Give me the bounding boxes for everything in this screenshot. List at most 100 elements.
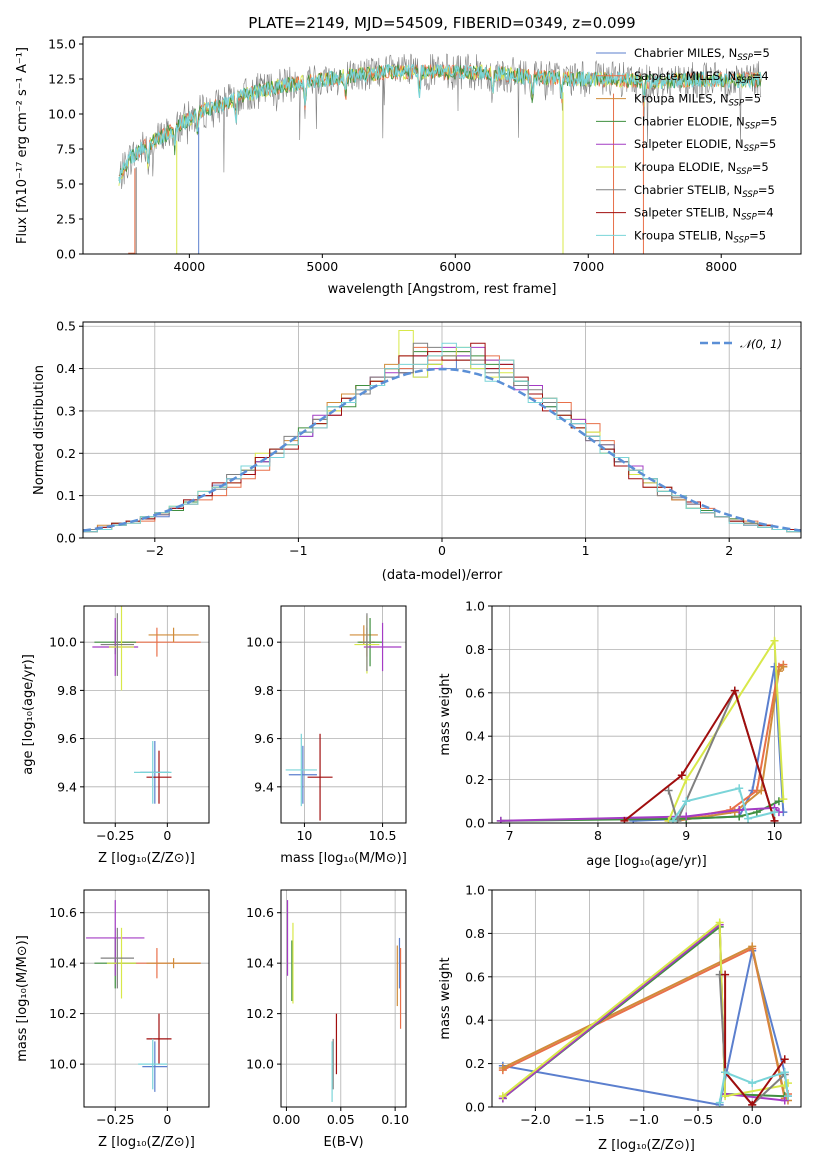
x-axis-label: (data-model)/error bbox=[382, 568, 503, 583]
mass-weight-line bbox=[667, 637, 785, 822]
mass-weight-line bbox=[502, 920, 789, 1098]
axes-frame bbox=[491, 605, 802, 824]
x-tick-label: 7 bbox=[506, 828, 514, 843]
x-tick-label: −1 bbox=[289, 543, 307, 558]
x-tick-label: 0.05 bbox=[327, 1112, 355, 1127]
y-tick-label: 12.5 bbox=[48, 72, 76, 87]
x-tick-label: 1 bbox=[582, 543, 590, 558]
legend-subscript: SSP bbox=[742, 190, 758, 200]
y-tick-label: 0.2 bbox=[56, 446, 76, 461]
legend-label: Chabrier STELIB, N bbox=[634, 183, 742, 197]
legend-suffix: =5 bbox=[759, 137, 776, 151]
axes-frame bbox=[82, 36, 802, 255]
axes-frame bbox=[280, 605, 407, 824]
axes-5: 7 8 9 10 0.0 0.2 0.4 0.6 0.8 1.0 bbox=[465, 599, 801, 843]
y-tick-label: 10.2 bbox=[246, 1006, 274, 1021]
axes-frame bbox=[280, 889, 407, 1108]
x-tick-label: −0.25 bbox=[96, 828, 134, 843]
legend-suffix: =5 bbox=[749, 228, 766, 242]
legend-label: Chabrier ELODIE, N bbox=[634, 114, 745, 128]
errorbar-plot bbox=[285, 613, 402, 821]
mass-weight-marker bbox=[721, 1092, 730, 1101]
y-tick-label: 15.0 bbox=[48, 37, 76, 52]
x-tick-label: −2 bbox=[146, 543, 164, 558]
mass-weight-marker bbox=[730, 808, 739, 817]
mass-weight-marker bbox=[770, 808, 779, 817]
x-tick-label: 7000 bbox=[572, 259, 604, 274]
panel-8: −2.0 −1.5 −1.0 −0.5 0.0 0.0 0.2 0.4 0.6 0.8 1.0 Z [… bbox=[438, 883, 802, 1153]
x-axis-label: Z [log₁₀(Z/Z⊙)] bbox=[598, 1138, 695, 1153]
axes-6: −0.25 0 10.0 10.2 10.4 10.6 bbox=[49, 890, 209, 1127]
chart-title: PLATE=2149, MJD=54509, FIBERID=0349, z=0… bbox=[248, 14, 635, 32]
legend-subscript: SSP bbox=[741, 213, 757, 223]
normal-curve-line bbox=[83, 367, 801, 532]
x-tick-label: 0 bbox=[438, 543, 446, 558]
legend-entry: Salpeter STELIB, NSSP=4 bbox=[634, 206, 774, 223]
histogram-plot bbox=[83, 330, 801, 538]
x-tick-label: −1.5 bbox=[574, 1112, 604, 1127]
legend-subscript: SSP bbox=[737, 53, 753, 63]
mass-weight-marker bbox=[735, 784, 744, 793]
y-tick-label: 0.4 bbox=[465, 1013, 485, 1028]
mass-weight-line bbox=[623, 688, 776, 822]
x-tick-label: −0.25 bbox=[96, 1112, 134, 1127]
x-axis-label: wavelength [Angstrom, rest frame] bbox=[328, 282, 557, 297]
axes-1: 4000 5000 6000 7000 8000 0.0 2.5 5.0 7.5 10.0 12.5… bbox=[48, 37, 737, 275]
mass-weight-marker bbox=[779, 662, 788, 671]
y-tick-label: 0.6 bbox=[465, 969, 485, 984]
spectrum-plot bbox=[118, 53, 762, 254]
legend-entry: Chabrier STELIB, NSSP=5 bbox=[634, 183, 775, 200]
y-tick-label: 9.4 bbox=[57, 779, 77, 794]
y-tick-label: 0.1 bbox=[56, 488, 76, 503]
x-tick-label: −0.5 bbox=[683, 1112, 713, 1127]
mass-weight-marker bbox=[682, 797, 691, 806]
y-tick-label: 10.0 bbox=[49, 635, 77, 650]
legend-subscript: SSP bbox=[736, 167, 752, 177]
x-tick-label: 2 bbox=[725, 543, 733, 558]
x-tick-label: 6000 bbox=[439, 259, 471, 274]
mass-weight-marker bbox=[748, 942, 757, 951]
mass-weight-marker bbox=[498, 1063, 507, 1072]
legend-suffix: =5 bbox=[753, 46, 770, 60]
y-tick-label: 7.5 bbox=[56, 142, 76, 157]
x-tick-label: 0.00 bbox=[273, 1112, 301, 1127]
legend-entry: Salpeter MILES, NSSP=4 bbox=[634, 69, 769, 86]
mass-weight-marker bbox=[774, 797, 783, 806]
mass-weight-line bbox=[502, 944, 789, 1102]
errorbar-plot bbox=[92, 606, 201, 804]
y-tick-label: 0.6 bbox=[465, 685, 485, 700]
x-tick-label: 8 bbox=[594, 828, 602, 843]
y-tick-label: 5.0 bbox=[56, 177, 76, 192]
legend-entry: Kroupa MILES, NSSP=5 bbox=[634, 92, 761, 109]
axes-7: 0.00 0.05 0.10 10.0 10.2 10.4 10.6 bbox=[246, 890, 409, 1127]
mass-weight-marker bbox=[770, 636, 779, 645]
errorbar-plot bbox=[86, 900, 201, 1092]
legend-label: Kroupa ELODIE, N bbox=[634, 160, 736, 174]
legend-entry: Chabrier MILES, NSSP=5 bbox=[634, 46, 770, 63]
x-tick-label: 0 bbox=[163, 1112, 171, 1127]
panel-1: 4000 5000 6000 7000 8000 0.0 2.5 5.0 7.5 10.0 12.5… bbox=[15, 14, 802, 297]
mass-weight-marker bbox=[682, 812, 691, 821]
legend-entry: Chabrier ELODIE, NSSP=5 bbox=[634, 114, 777, 131]
mass-weight-marker bbox=[721, 970, 730, 979]
y-axis-label: Normed distribution bbox=[32, 365, 47, 495]
panel-6: −0.25 0 10.0 10.2 10.4 10.6 Z [log₁₀(Z/Z⊙)] mas… bbox=[15, 889, 210, 1150]
x-tick-label: 10 bbox=[767, 828, 783, 843]
mass-weight-marker bbox=[757, 786, 766, 795]
y-tick-label: 10.0 bbox=[246, 1057, 274, 1072]
y-tick-label: 9.8 bbox=[254, 683, 274, 698]
panel-2: −2 −1 0 1 2 0.0 0.1 0.2 0.3 0.4 0.5 (data-model)/er… bbox=[32, 319, 802, 583]
model-spectrum-line bbox=[118, 63, 762, 184]
legend-subscript: SSP bbox=[744, 144, 760, 154]
mass-weight-marker bbox=[780, 1055, 789, 1064]
mass-weight-marker bbox=[721, 1068, 730, 1077]
y-tick-label: 0.0 bbox=[56, 531, 76, 546]
mass-weight-plot bbox=[496, 636, 788, 823]
mass-weight-plot bbox=[498, 918, 792, 1107]
y-tick-label: 0.8 bbox=[465, 642, 485, 657]
legend-label: Salpeter ELODIE, N bbox=[634, 137, 744, 151]
y-tick-label: 0.0 bbox=[56, 247, 76, 262]
x-tick-label: 9 bbox=[682, 828, 690, 843]
y-tick-label: 2.5 bbox=[56, 212, 76, 227]
